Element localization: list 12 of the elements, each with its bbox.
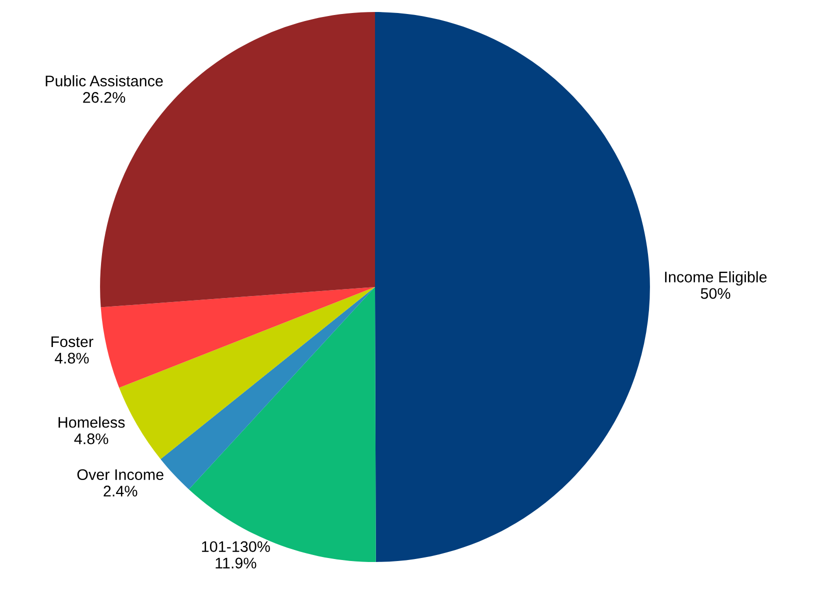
data-label: 4.8% [54, 352, 89, 364]
data-label: 11.9% [216, 558, 256, 568]
slice-label: Public Assistance [46, 75, 163, 86]
data-label: 50% [700, 288, 730, 299]
slice-label: Homeless [58, 416, 125, 428]
data-label: 4.8% [74, 433, 108, 444]
slice-label: Over Income [77, 469, 164, 480]
slice-label: Foster [51, 336, 94, 348]
slice-label: 101-130% [202, 541, 270, 552]
data-label: 26.2% [83, 92, 126, 103]
data-label: 2.4% [104, 486, 138, 496]
slice-label: Income Eligible [665, 271, 767, 286]
